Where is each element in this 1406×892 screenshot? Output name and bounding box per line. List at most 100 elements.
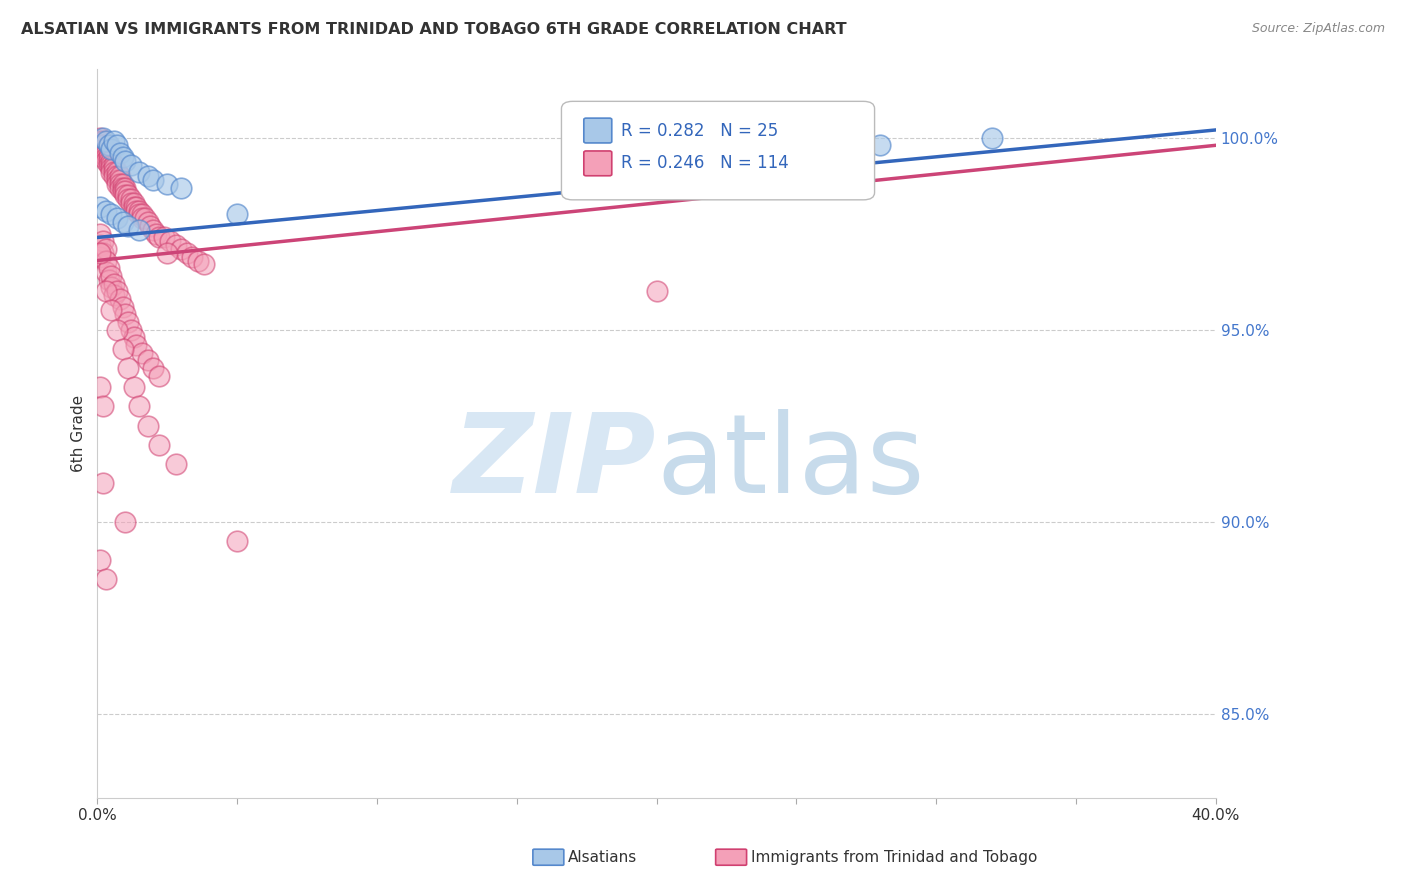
Point (131, 211, 153, 226)
Point (131, 345, 153, 359)
FancyBboxPatch shape (583, 118, 612, 143)
FancyBboxPatch shape (583, 151, 612, 176)
Point (91, 130, 114, 145)
Point (89, 245, 111, 260)
Point (108, 173, 131, 187)
Point (103, 288, 125, 302)
FancyBboxPatch shape (561, 102, 875, 200)
Point (103, 161, 125, 176)
Text: atlas: atlas (657, 409, 925, 516)
Point (105, 323, 128, 337)
Text: R = 0.282   N = 25: R = 0.282 N = 25 (620, 121, 778, 139)
Point (128, 223, 150, 237)
Point (181, 250, 204, 264)
Point (156, 245, 179, 260)
Point (97, 146, 120, 161)
Point (111, 300, 134, 314)
Point (145, 227, 167, 241)
Point (91, 146, 114, 161)
Point (105, 284, 128, 298)
Text: Source: ZipAtlas.com: Source: ZipAtlas.com (1251, 22, 1385, 36)
Point (108, 180, 131, 194)
Point (108, 169, 131, 183)
Point (114, 515, 136, 529)
Point (108, 177, 131, 191)
Point (165, 238, 187, 252)
Point (103, 157, 125, 171)
Point (122, 380, 145, 394)
Point (111, 215, 134, 229)
Point (193, 257, 215, 271)
Point (176, 245, 198, 260)
Text: Immigrants from Trinidad and Tobago: Immigrants from Trinidad and Tobago (751, 850, 1038, 864)
Point (142, 173, 165, 187)
Point (139, 219, 162, 233)
Point (97, 138, 120, 153)
Y-axis label: 6th Grade: 6th Grade (72, 395, 86, 472)
Point (105, 165, 128, 179)
Point (148, 438, 170, 452)
Point (120, 195, 142, 210)
Point (170, 180, 193, 194)
Point (111, 185, 134, 199)
Point (97, 150, 120, 164)
Point (100, 157, 122, 171)
Point (94, 142, 117, 156)
Point (136, 169, 159, 183)
Point (136, 353, 159, 368)
Point (97, 273, 120, 287)
Point (100, 165, 122, 179)
Text: ALSATIAN VS IMMIGRANTS FROM TRINIDAD AND TOBAGO 6TH GRADE CORRELATION CHART: ALSATIAN VS IMMIGRANTS FROM TRINIDAD AND… (21, 22, 846, 37)
Point (148, 368, 170, 383)
Point (100, 207, 122, 221)
Point (148, 230, 170, 244)
Point (120, 192, 142, 206)
Point (89, 138, 111, 153)
Point (94, 203, 117, 218)
Point (170, 242, 193, 256)
Point (100, 280, 122, 294)
Point (134, 211, 156, 226)
Point (94, 242, 117, 256)
Point (94, 265, 117, 279)
Point (136, 215, 159, 229)
Point (131, 207, 153, 221)
Point (111, 180, 134, 194)
Text: R = 0.246   N = 114: R = 0.246 N = 114 (620, 154, 789, 172)
Point (100, 303, 122, 318)
Point (122, 195, 145, 210)
Point (117, 188, 139, 202)
Point (89, 380, 111, 394)
Point (125, 338, 148, 352)
Point (91, 476, 114, 491)
Point (100, 142, 122, 156)
Point (97, 153, 120, 168)
Point (114, 188, 136, 202)
Point (122, 200, 145, 214)
Point (91, 400, 114, 414)
Point (89, 135, 111, 149)
Point (94, 146, 117, 161)
Point (114, 307, 136, 321)
Point (91, 138, 114, 153)
Point (94, 153, 117, 168)
Point (114, 153, 136, 168)
Point (103, 169, 125, 183)
Point (125, 203, 148, 218)
Text: ZIP: ZIP (453, 409, 657, 516)
Point (117, 219, 139, 233)
Point (981, 130, 1004, 145)
Point (869, 138, 891, 153)
Point (114, 180, 136, 194)
Point (89, 553, 111, 567)
Point (117, 315, 139, 329)
Point (105, 169, 128, 183)
Point (142, 361, 165, 376)
Point (103, 135, 125, 149)
Point (128, 400, 150, 414)
Point (120, 157, 142, 171)
Point (97, 261, 120, 276)
Point (142, 223, 165, 237)
Point (128, 203, 150, 218)
Point (100, 161, 122, 176)
